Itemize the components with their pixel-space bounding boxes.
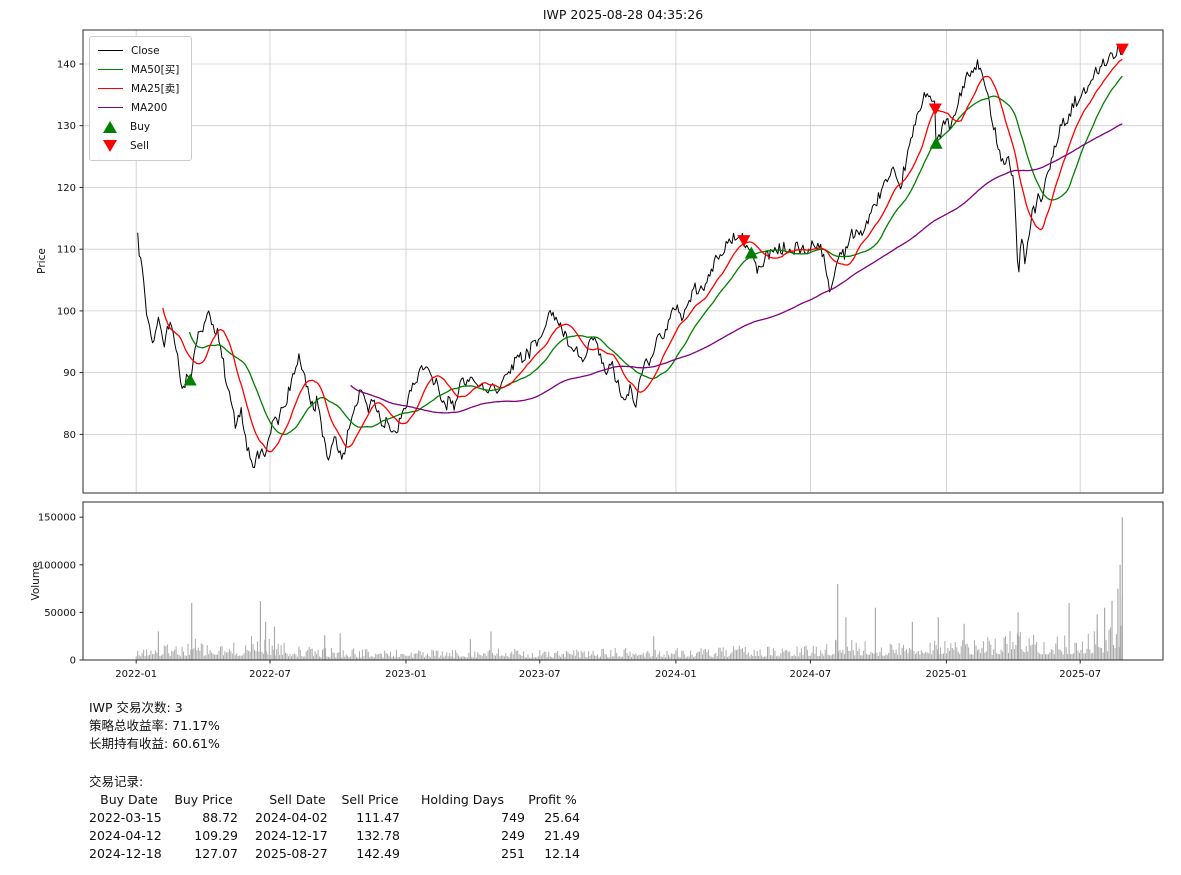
chart-legend: Close MA50[买] MA25[卖] MA200 Buy Sell <box>89 36 193 161</box>
hold-return-line: 长期持有收益: 60.61% <box>89 736 220 751</box>
buy-marker-icon <box>744 246 758 259</box>
sell-date-cell: 2024-12-17 <box>255 828 328 843</box>
legend-item-buy: Buy <box>98 119 179 134</box>
legend-line-swatch <box>98 88 123 89</box>
header-holding-days: Holding Days <box>421 792 504 807</box>
volume-tick-label: 50000 <box>44 608 76 619</box>
holding-days-cell: 251 <box>501 846 525 861</box>
legend-label: MA50[买] <box>131 64 180 76</box>
legend-line-swatch <box>98 69 123 70</box>
price-tick-label: 120 <box>57 183 76 194</box>
sell-markers <box>737 43 1129 248</box>
buy-price-cell: 109.29 <box>194 828 238 843</box>
close-line <box>137 45 1123 468</box>
volume-bars <box>135 517 1123 660</box>
date-tick-label: 2023-01 <box>385 669 427 680</box>
profit-cell: 21.49 <box>544 828 580 843</box>
volume-tick-label: 0 <box>70 656 76 667</box>
date-tick-label: 2025-01 <box>926 669 968 680</box>
legend-label: MA200 <box>131 101 168 114</box>
ma200-line <box>350 123 1123 414</box>
legend-line-swatch <box>98 50 123 51</box>
legend-item-sell: Sell <box>98 138 179 153</box>
legend-label: Close <box>131 44 160 57</box>
sell-price-cell: 111.47 <box>356 810 400 825</box>
sell-date-cell: 2025-08-27 <box>255 846 328 861</box>
date-tick-label: 2022-07 <box>249 669 291 680</box>
price-tick-label: 100 <box>57 306 76 317</box>
axis-ticks <box>79 63 1081 664</box>
buy-price-cell: 127.07 <box>194 846 238 861</box>
holding-days-cell: 249 <box>501 828 525 843</box>
legend-label: Buy <box>130 120 151 133</box>
trade-table-header: Buy Date Buy Price Sell Date Sell Price … <box>89 791 580 809</box>
buy-marker-icon <box>183 373 197 386</box>
header-buy-price: Buy Price <box>174 792 233 807</box>
legend-item-ma200: MA200 <box>98 100 179 115</box>
buy-marker-icon <box>929 136 943 149</box>
date-tick-label: 2023-07 <box>519 669 561 680</box>
volume-plot-border <box>82 501 1164 661</box>
ma50-line <box>188 75 1123 435</box>
sell-marker-icon <box>928 103 942 116</box>
price-tick-label: 110 <box>57 245 76 256</box>
profit-cell: 25.64 <box>544 810 580 825</box>
strategy-return-line: 策略总收益率: 71.17% <box>89 718 220 733</box>
sell-marker-icon <box>737 235 751 248</box>
buy-date-cell: 2022-03-15 <box>89 810 162 825</box>
trade-row: 2024-12-18 127.07 2025-08-27 142.49 251 … <box>89 845 580 863</box>
date-tick-label: 2025-07 <box>1059 669 1101 680</box>
legend-item-ma25: MA25[卖] <box>98 81 179 96</box>
buy-date-cell: 2024-04-12 <box>89 828 162 843</box>
sell-date-cell: 2024-04-02 <box>255 810 328 825</box>
sell-price-cell: 132.78 <box>356 828 400 843</box>
date-tick-label: 2022-01 <box>115 669 157 680</box>
sell-marker-icon <box>1115 43 1129 56</box>
axis-tick-labels: 80 90 100 110 120 130 140 0 50000 100000 150000 202… <box>38 60 1101 681</box>
trade-records-title: 交易记录: <box>89 774 144 789</box>
price-tick-label: 90 <box>63 368 76 379</box>
header-sell-date: Sell Date <box>269 792 326 807</box>
ma25-line <box>162 58 1123 453</box>
legend-label: MA25[卖] <box>131 83 180 95</box>
buy-date-cell: 2024-12-18 <box>89 846 162 861</box>
trades-count-line: IWP 交易次数: 3 <box>89 700 183 715</box>
legend-label: Sell <box>130 139 149 152</box>
price-plot-border <box>82 29 1164 494</box>
date-tick-label: 2024-01 <box>655 669 697 680</box>
header-profit: Profit % <box>528 792 577 807</box>
volume-tick-label: 100000 <box>38 560 76 571</box>
price-tick-label: 130 <box>57 121 76 132</box>
sell-marker-icon <box>103 139 117 152</box>
legend-item-close: Close <box>98 43 179 58</box>
profit-cell: 12.14 <box>544 846 580 861</box>
volume-tick-label: 150000 <box>38 513 76 524</box>
header-buy-date: Buy Date <box>100 792 158 807</box>
holding-days-cell: 749 <box>501 810 525 825</box>
strategy-stats: IWP 交易次数: 3 策略总收益率: 71.17% 长期持有收益: 60.61… <box>89 699 220 753</box>
trade-row: 2022-03-15 88.72 2024-04-02 111.47 749 2… <box>89 809 580 827</box>
buy-markers <box>183 136 943 386</box>
legend-line-swatch <box>98 107 123 108</box>
buy-price-cell: 88.72 <box>202 810 238 825</box>
trade-row: 2024-04-12 109.29 2024-12-17 132.78 249 … <box>89 827 580 845</box>
date-tick-label: 2024-07 <box>790 669 832 680</box>
price-tick-label: 140 <box>57 60 76 71</box>
header-sell-price: Sell Price <box>341 792 399 807</box>
chart-title: IWP 2025-08-28 04:35:26 <box>542 7 704 22</box>
trade-records: 交易记录: Buy Date Buy Price Sell Date Sell … <box>89 773 580 863</box>
price-tick-label: 80 <box>63 430 76 441</box>
legend-item-ma50: MA50[买] <box>98 62 179 77</box>
buy-marker-icon <box>103 120 117 133</box>
sell-price-cell: 142.49 <box>356 846 400 861</box>
